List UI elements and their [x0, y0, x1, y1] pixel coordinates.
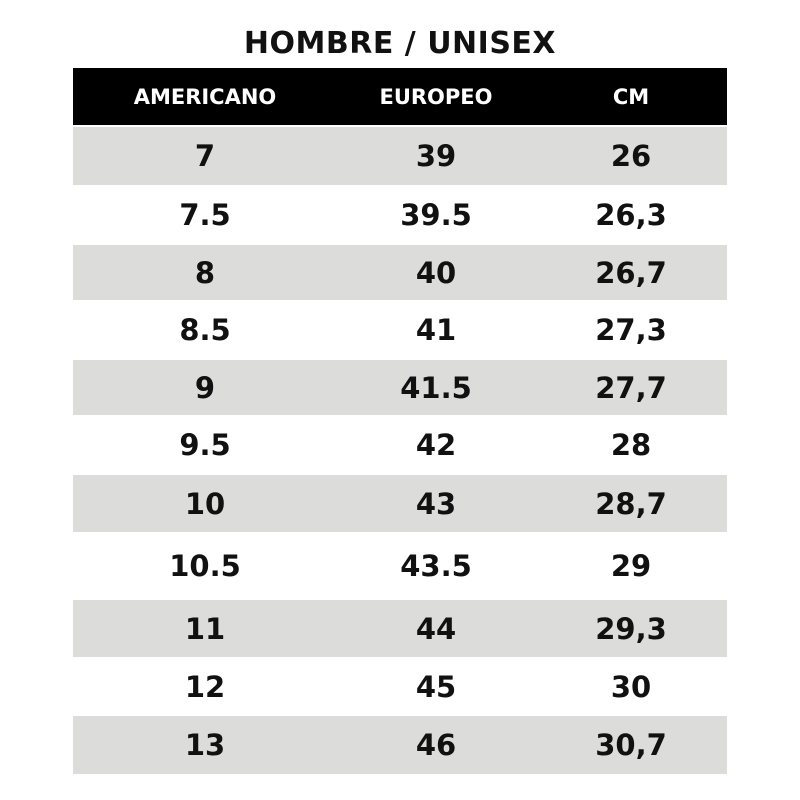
cell-cm: 26,3	[595, 198, 667, 232]
cell-cm: 26,7	[595, 255, 667, 290]
cell-americano: 8.5	[179, 313, 231, 347]
cell-europeo: 39	[415, 139, 457, 173]
cell-cm: 28,7	[595, 486, 667, 521]
table-row: 8 40 26,7	[73, 245, 727, 300]
table-row: 12 45 30	[73, 657, 727, 716]
header-cm: CM	[612, 84, 650, 109]
cell-cm: 30,7	[595, 728, 667, 762]
table-header: AMERICANO EUROPEO CM	[73, 68, 727, 125]
cell-americano: 10	[184, 486, 226, 521]
cell-europeo: 43.5	[400, 549, 472, 583]
cell-europeo: 39.5	[400, 198, 472, 232]
cell-cm: 30	[610, 669, 652, 704]
cell-europeo: 43	[415, 486, 457, 521]
cell-europeo: 41	[415, 313, 457, 347]
table-row: 13 46 30,7	[73, 716, 727, 774]
cell-cm: 29,3	[595, 611, 667, 646]
cell-americano: 7	[194, 139, 216, 173]
table-row: 9.5 42 28	[73, 415, 727, 475]
cell-cm: 27,7	[595, 370, 667, 405]
cell-europeo: 40	[415, 255, 457, 290]
cell-europeo: 46	[415, 728, 457, 762]
cell-americano: 8	[194, 255, 216, 290]
cell-cm: 26	[610, 139, 652, 173]
cell-europeo: 44	[415, 611, 457, 646]
table-row: 11 44 29,3	[73, 600, 727, 657]
size-table: AMERICANO EUROPEO CM 7 39 26 7.5 39.5 26,3 8 40…	[73, 68, 727, 774]
cell-americano: 9.5	[179, 428, 231, 462]
table-row: 7 39 26	[73, 127, 727, 185]
cell-americano: 13	[184, 728, 226, 762]
cell-americano: 11	[184, 611, 226, 646]
cell-cm: 28	[610, 428, 652, 462]
chart-title: HOMBRE / UNISEX	[243, 26, 557, 61]
table-row: 7.5 39.5 26,3	[73, 185, 727, 245]
cell-americano: 7.5	[179, 198, 231, 232]
table-row: 8.5 41 27,3	[73, 300, 727, 360]
table-row: 10 43 28,7	[73, 475, 727, 532]
cell-americano: 12	[184, 669, 226, 704]
cell-cm: 27,3	[595, 313, 667, 347]
table-row: 10.5 43.5 29	[73, 532, 727, 600]
cell-europeo: 42	[415, 428, 457, 462]
table-body: 7 39 26 7.5 39.5 26,3 8 40 26,7 8.5 41 27,3 9 41.5 27,…	[73, 127, 727, 774]
cell-cm: 29	[610, 549, 652, 583]
cell-americano: 9	[194, 370, 216, 405]
header-europeo: EUROPEO	[379, 84, 493, 109]
header-americano: AMERICANO	[133, 84, 277, 109]
cell-europeo: 41.5	[400, 370, 472, 405]
cell-europeo: 45	[415, 669, 457, 704]
table-row: 9 41.5 27,7	[73, 360, 727, 415]
cell-americano: 10.5	[169, 549, 241, 583]
